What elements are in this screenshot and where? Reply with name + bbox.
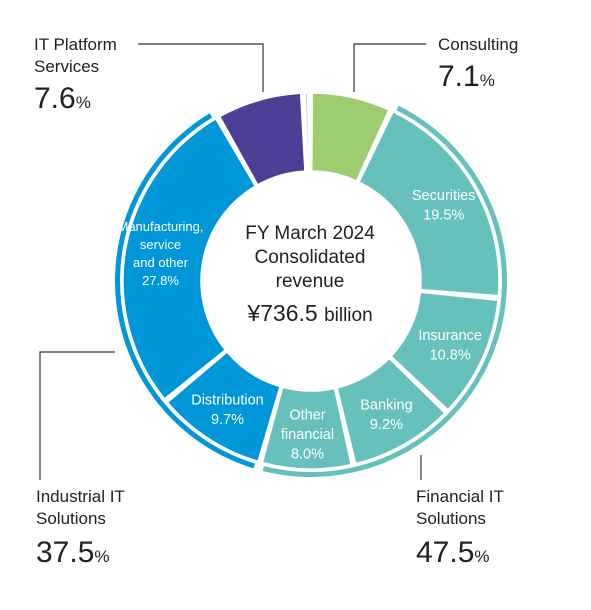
- group-percent: 37.5%: [36, 536, 110, 569]
- slice-manufacturing-service-and-other: [122, 117, 257, 400]
- slice-label-securities: Securities 19.5%: [412, 188, 476, 224]
- slice-it-platform-services: [218, 92, 306, 186]
- center-line-1: FY March 2024: [245, 223, 375, 244]
- slice-distribution: [166, 350, 281, 463]
- slice-banking: [336, 357, 446, 465]
- slice-insurance: [390, 291, 499, 411]
- slice-label-banking: Banking 9.2%: [360, 397, 412, 433]
- slice-other: [304, 92, 310, 172]
- group-name: Industrial IT Solutions: [36, 487, 125, 528]
- group-label-financial: Financial IT Solutions 47.5%: [416, 486, 504, 574]
- slice-label-manufacturing-service-and-other: Manufacturing, service and other 27.8%: [118, 219, 204, 288]
- slice-label-other-financial: Other financial 8.0%: [281, 408, 334, 463]
- slice-other-financial: [261, 386, 353, 470]
- center-line-3: revenue: [275, 271, 345, 292]
- center-line-2: Consolidated: [254, 247, 366, 268]
- group-percent: 7.1%: [438, 60, 495, 93]
- leader-it-platform: [138, 43, 264, 92]
- slice-label-insurance: Insurance 10.8%: [418, 328, 482, 364]
- slice-securities: [358, 110, 500, 297]
- group-label-it-platform: IT Platform Services 7.6%: [34, 34, 117, 120]
- slice-consulting: [311, 92, 390, 182]
- center-amount: ¥736.5 billion: [247, 300, 373, 326]
- group-name: IT Platform Services: [34, 35, 117, 76]
- leader-consulting: [353, 43, 426, 92]
- group-name: Consulting: [438, 35, 519, 54]
- group-name: Financial IT Solutions: [416, 487, 504, 528]
- group-percent: 47.5%: [416, 536, 490, 569]
- group-label-industrial: Industrial IT Solutions 37.5%: [36, 486, 125, 574]
- center-label: FY March 2024 Consolidated revenue ¥736.…: [190, 222, 430, 331]
- slice-label-distribution: Distribution 9.7%: [191, 393, 264, 429]
- group-percent: 7.6%: [34, 82, 91, 115]
- leader-industrial: [39, 351, 115, 480]
- group-label-consulting: Consulting 7.1%: [438, 34, 518, 98]
